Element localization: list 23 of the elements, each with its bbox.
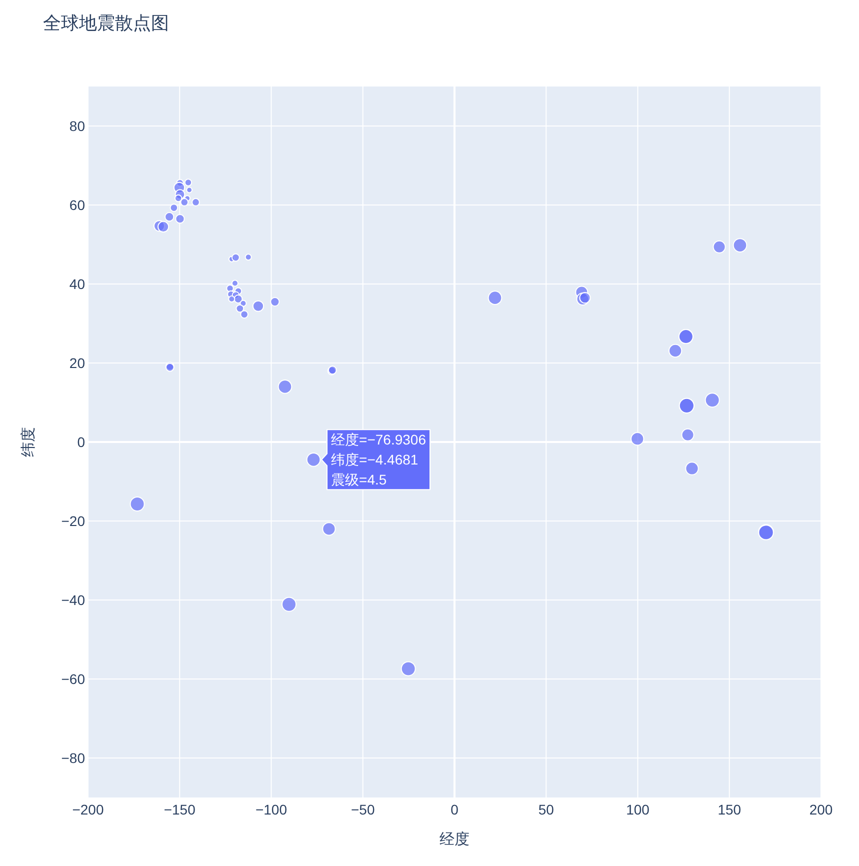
y-tick-label: 40	[69, 276, 86, 292]
x-tick-label: 150	[718, 802, 742, 818]
x-axis-title: 经度	[440, 831, 470, 848]
x-tick-label: −100	[255, 802, 288, 818]
title: 全球地震散点图	[43, 13, 169, 33]
y-axis-title: 纬度	[20, 427, 37, 457]
y-tick-label: −20	[61, 513, 86, 529]
x-tick-label: −150	[164, 802, 196, 818]
annotation: 经度=−76.9306 纬度=−4.4681 震级=4.5	[331, 432, 426, 488]
y-tick-label: 20	[69, 355, 86, 371]
y-tick-label: 80	[69, 118, 86, 134]
y-tick-label: −40	[61, 592, 86, 608]
x-tick-label: 50	[538, 802, 554, 818]
y-tick-label: −60	[61, 671, 86, 687]
x-tick-label: −50	[351, 802, 375, 818]
x-tick-label: 0	[450, 802, 459, 818]
y-tick-label: 0	[77, 434, 86, 450]
x-tick-label: 200	[809, 802, 833, 818]
x-tick-label: −200	[72, 802, 104, 818]
y-tick-label: −80	[61, 750, 86, 766]
x-tick-label: 100	[626, 802, 650, 818]
y-tick-label: 60	[69, 197, 86, 213]
annotation: 经度=−76.9306 纬度=−4.4681 震级=4.5	[320, 429, 430, 490]
